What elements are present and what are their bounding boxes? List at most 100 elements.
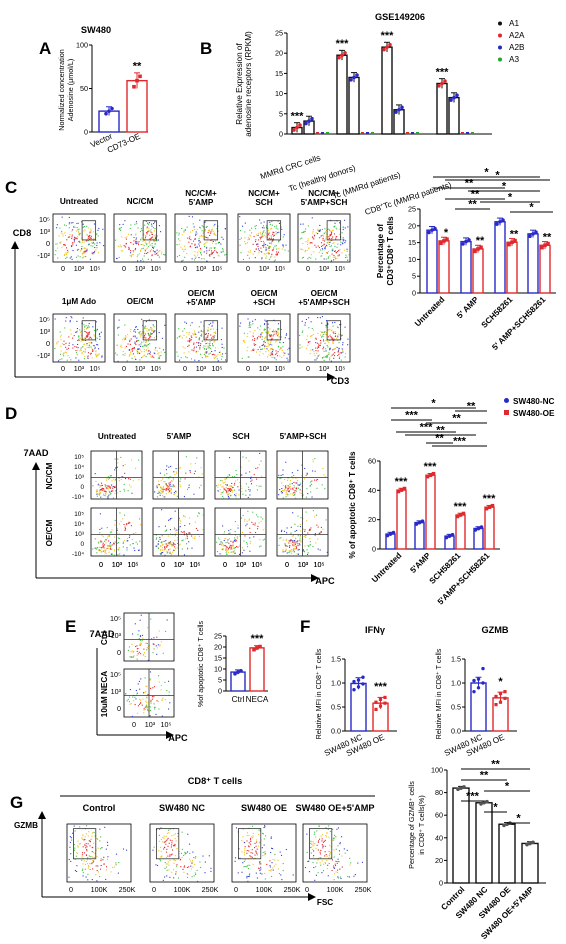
panel-d-flow-plot-event bbox=[225, 537, 227, 539]
panel-c-flow-plot-event bbox=[275, 330, 277, 332]
panel-d-flow-plot-event bbox=[171, 545, 173, 547]
panel-e-flow-plot-event bbox=[153, 648, 155, 650]
panel-d-flow-plot-event bbox=[227, 539, 229, 541]
panel-c-flow-plot-event bbox=[147, 333, 150, 335]
panel-g-flow-plot-event bbox=[69, 836, 71, 838]
panel-c-flow-plot-event bbox=[213, 341, 215, 343]
panel-c-flow-plot-event bbox=[92, 349, 94, 351]
panel-d-flow-plot-event bbox=[239, 535, 241, 537]
panel-d-flow-plot-event bbox=[109, 535, 111, 537]
panel-g-flow-plot-event bbox=[188, 858, 191, 860]
panel-c-flow-plot-event bbox=[136, 348, 139, 350]
panel-c-flow-plot-event bbox=[65, 317, 67, 319]
panel-c-flow-plot-event bbox=[203, 243, 205, 245]
panel-g-flow-plot-event bbox=[191, 862, 193, 864]
panel-c-flow-plot-event bbox=[119, 244, 121, 246]
panel-g-flow-plot-event bbox=[338, 861, 340, 863]
panel-c-flow-plot-event bbox=[126, 236, 128, 238]
panel-g-flow-plot-event bbox=[190, 865, 192, 867]
panel-c-flow-plot-event bbox=[207, 330, 209, 332]
panel-c-flow-plot-event bbox=[327, 228, 329, 230]
panel-c-flow-plot-event bbox=[55, 243, 57, 245]
panel-d-flow-plot-event bbox=[293, 494, 295, 496]
panel-d-flow-plot-event bbox=[245, 525, 247, 527]
panel-g-flow-xtick: 100K bbox=[174, 885, 191, 894]
panel-d-flow-plot-event bbox=[129, 478, 131, 480]
panel-c-flow-plot-event bbox=[131, 256, 133, 258]
panel-c-flow-plot-event bbox=[76, 222, 78, 225]
panel-g-flow-plot-event bbox=[324, 845, 326, 847]
panel-d-flow-plot-event bbox=[112, 487, 114, 489]
panel-c-flow-plot-event bbox=[56, 343, 58, 345]
panel-d-flow-plot-event bbox=[229, 492, 231, 495]
panel-d-flow-plot-event bbox=[293, 492, 295, 494]
panel-c-flow-plot-event bbox=[191, 243, 193, 245]
panel-c-flow-plot-event bbox=[334, 250, 336, 252]
panel-d-flow-plot-event bbox=[128, 478, 130, 480]
panel-c-flow-plot-event bbox=[122, 339, 124, 341]
panel-c-flow-plot-event bbox=[276, 352, 278, 354]
panel-d-flow-plot-event bbox=[92, 548, 94, 550]
panel-c-flow-plot-event bbox=[164, 351, 166, 354]
panel-c-flow-plot-event bbox=[301, 237, 303, 239]
panel-c-flow-plot-event bbox=[135, 240, 137, 242]
panel-g-flow-plot-event bbox=[270, 837, 272, 839]
panel-c-flow-plot-event bbox=[331, 239, 333, 242]
panel-c-flow-plot-event bbox=[254, 330, 256, 332]
panel-d-flow-plot-event bbox=[295, 490, 297, 492]
panel-c-flow-plot-event bbox=[153, 331, 155, 333]
panel-e-flow-xtick: 10⁵ bbox=[161, 720, 172, 729]
panel-d-flow-plot-event bbox=[256, 514, 258, 516]
panel-d-flow-plot-event bbox=[252, 511, 254, 513]
panel-c-flow-plot-event bbox=[151, 328, 153, 330]
panel-c-flow-plot-event bbox=[248, 356, 250, 358]
panel-c-flow-plot-event bbox=[92, 252, 94, 254]
panel-c-flow-plot-event bbox=[258, 354, 261, 356]
panel-g-xaxis-label: FSC bbox=[317, 898, 333, 907]
panel-d-flow-plot-event bbox=[298, 543, 301, 545]
panel-c-flow-plot-event bbox=[75, 230, 78, 232]
panel-d-flow-plot-event bbox=[286, 552, 288, 554]
panel-g-flow-plot-event bbox=[91, 851, 93, 853]
panel-c-flow-plot-event bbox=[248, 257, 250, 259]
panel-d-flow-plot-event bbox=[279, 537, 281, 539]
panel-f-point bbox=[361, 675, 365, 679]
panel-g-flow-plot-event bbox=[96, 856, 98, 858]
panel-a-point bbox=[104, 111, 108, 116]
panel-c-flow-plot-event bbox=[55, 250, 57, 252]
panel-c-flow-plot-event bbox=[268, 330, 270, 332]
panel-c-flow-plot-event bbox=[207, 355, 209, 358]
panel-c-flow-plot-event bbox=[85, 336, 87, 338]
panel-c-flow-plot-event bbox=[119, 224, 121, 226]
panel-c-flow-plot-event bbox=[287, 349, 289, 351]
panel-d-flow-plot-event bbox=[292, 512, 294, 514]
panel-d-flow-plot-event bbox=[312, 459, 314, 461]
panel-c-flow-plot-event bbox=[338, 249, 340, 252]
panel-c-flow-plot-event bbox=[321, 335, 323, 337]
panel-c-flow-plot-event bbox=[263, 242, 265, 244]
panel-c-flow-plot-event bbox=[130, 252, 132, 254]
panel-c-flow-plot-event bbox=[299, 334, 301, 337]
panel-d-flow-plot-event bbox=[99, 528, 101, 530]
panel-d-flow-plot-event bbox=[105, 549, 107, 551]
panel-c-flow-plot-event bbox=[314, 359, 316, 361]
panel-d-flow-plot-event bbox=[105, 492, 107, 494]
panel-g-flow-plot-event bbox=[180, 852, 183, 854]
panel-d-flow-plot-event bbox=[200, 467, 202, 469]
panel-c-flow-plot-event bbox=[325, 233, 328, 235]
panel-c-flow-plot-event bbox=[324, 248, 326, 250]
panel-d-flow-plot-event bbox=[299, 489, 301, 491]
panel-c-flow-plot-event bbox=[306, 335, 308, 337]
panel-d-flow-plot-event bbox=[244, 518, 246, 520]
panel-c-flow-plot-event bbox=[142, 243, 144, 245]
panel-c-flow-plot-event bbox=[82, 339, 84, 342]
panel-c-flow-plot-event bbox=[326, 355, 328, 357]
panel-d-flow-plot-event bbox=[116, 529, 118, 531]
panel-d-flow-plot-event bbox=[194, 462, 196, 465]
panel-c-flow-plot-event bbox=[135, 358, 137, 361]
panel-c-flow-plot-event bbox=[64, 351, 67, 353]
panel-e-flow-plot-event bbox=[134, 696, 136, 698]
panel-d-flow-plot-event bbox=[281, 492, 284, 494]
panel-d-flow-plot-event bbox=[176, 472, 178, 474]
panel-d-flow-plot-event bbox=[105, 495, 107, 497]
